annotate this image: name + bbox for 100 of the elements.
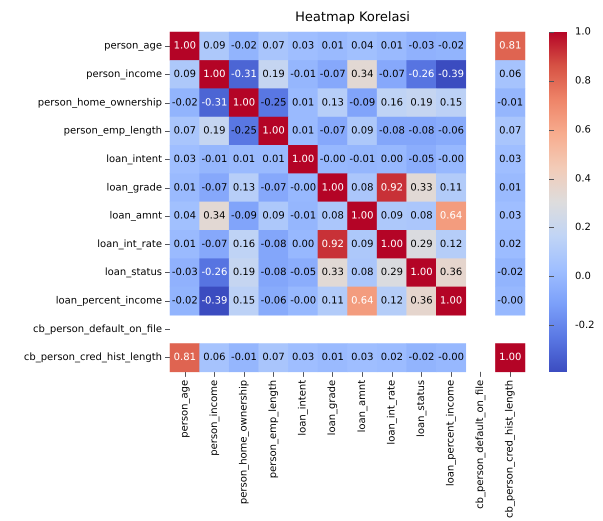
data-label: 0.03 [351,352,374,364]
data-label: 0.03 [499,154,522,165]
y-tick-label: loan_int_rate [97,238,162,250]
color-bar-label: -0.2 [575,320,595,332]
data-label: -0.01 [201,154,228,165]
data-label: 0.19 [232,267,256,278]
x-tick-label: loan_intent [298,380,309,436]
data-label: 0.19 [410,97,433,108]
data-label: 0.03 [292,352,314,364]
data-label: 0.01 [322,352,344,364]
data-label: 0.01 [292,126,314,137]
x-tick-label: loan_grade [327,380,338,436]
x-tick-label: cb_person_default_on_file [475,380,486,509]
color-bar-label: 0.2 [575,222,591,234]
data-label: 0.03 [292,40,314,52]
color-bar-label: 0.6 [575,124,591,136]
data-label: 0.07 [174,126,196,137]
data-label: -0.08 [260,267,286,278]
data-label: 0.08 [410,210,433,222]
data-label: 1.00 [292,154,314,165]
y-tick-label: loan_intent [106,154,162,165]
data-label: 0.11 [322,296,344,307]
data-label: 0.01 [232,154,256,165]
data-label: 0.06 [203,352,226,364]
x-tick-label: person_home_ownership [238,380,250,504]
data-label: -0.02 [408,352,434,364]
data-label: 0.08 [351,182,374,194]
data-label: -0.07 [260,182,286,194]
data-label: -0.00 [497,296,524,307]
data-label: -0.07 [320,126,346,137]
data-label: 0.03 [174,154,196,165]
data-label: -0.07 [378,68,405,80]
data-label: -0.07 [201,238,228,250]
data-label: 0.11 [440,182,462,194]
x-tick-label: loan_amnt [356,380,368,432]
data-label: 0.01 [262,154,285,165]
data-label: 1.00 [410,267,433,278]
data-label: 1.00 [203,68,226,80]
data-label: 0.01 [174,238,196,250]
data-label: 0.15 [440,97,462,108]
data-label: -0.06 [438,126,464,137]
data-label: 0.29 [380,267,404,278]
data-label: 0.07 [499,126,522,137]
data-label: 0.09 [380,210,404,222]
data-label: 0.01 [380,40,404,52]
x-tick-label: loan_status [416,380,427,437]
x-tick-label: cb_person_cred_hist_length [504,380,516,518]
data-label: -0.03 [408,40,434,52]
data-label: 0.16 [380,97,404,108]
data-label: -0.26 [201,267,228,278]
data-label: -0.06 [260,296,286,307]
data-label: -0.25 [231,126,257,137]
data-label: 0.36 [410,296,433,307]
data-label: -0.02 [438,40,464,52]
y-tick-label: loan_amnt [110,210,162,222]
data-label: -0.00 [438,154,464,165]
data-label: 0.81 [499,40,522,52]
y-tick-label: cb_person_default_on_file [33,324,162,335]
data-label: -0.01 [231,352,257,364]
data-label: -0.01 [497,97,524,108]
data-label: 0.04 [351,40,374,52]
data-label: 0.00 [292,238,314,250]
data-label: 0.33 [410,182,433,194]
data-label: 0.29 [410,238,433,250]
data-label: -0.25 [260,97,286,108]
data-label: -0.00 [438,352,464,364]
y-tick-label: person_emp_length [64,126,162,137]
data-label: 0.64 [440,210,462,222]
y-tick-label: cb_person_cred_hist_length [24,352,162,364]
data-label: -0.31 [231,68,257,80]
data-label: -0.09 [231,210,257,222]
data-label: 0.16 [232,238,256,250]
data-label: 0.01 [499,182,522,194]
data-label: 0.34 [351,68,374,80]
data-label: -0.00 [290,182,316,194]
data-label: 1.00 [232,97,256,108]
data-label: 0.19 [203,126,226,137]
data-label: 0.09 [174,68,196,80]
data-label: -0.02 [172,97,198,108]
data-label: 0.36 [440,267,462,278]
data-label: 1.00 [262,126,285,137]
data-label: 0.07 [262,40,285,52]
data-label: -0.05 [408,154,434,165]
color-bar-label: 1.0 [575,26,591,38]
data-label: 0.09 [203,40,226,52]
data-label: 0.81 [174,352,196,364]
data-label: -0.39 [438,68,464,80]
x-tick-label: person_income [208,380,220,456]
data-label: -0.01 [290,68,316,80]
data-label: -0.09 [349,97,376,108]
data-label: 0.09 [351,126,374,137]
data-label: 1.00 [351,210,374,222]
y-tick-label: person_income [86,68,162,80]
color-bar-label: 0.0 [575,271,591,282]
data-label: 0.08 [351,267,374,278]
data-label: 1.00 [174,40,196,52]
data-label: -0.01 [290,210,316,222]
data-label: 1.00 [380,238,404,250]
data-label: 0.09 [351,238,374,250]
data-label: -0.08 [260,238,286,250]
